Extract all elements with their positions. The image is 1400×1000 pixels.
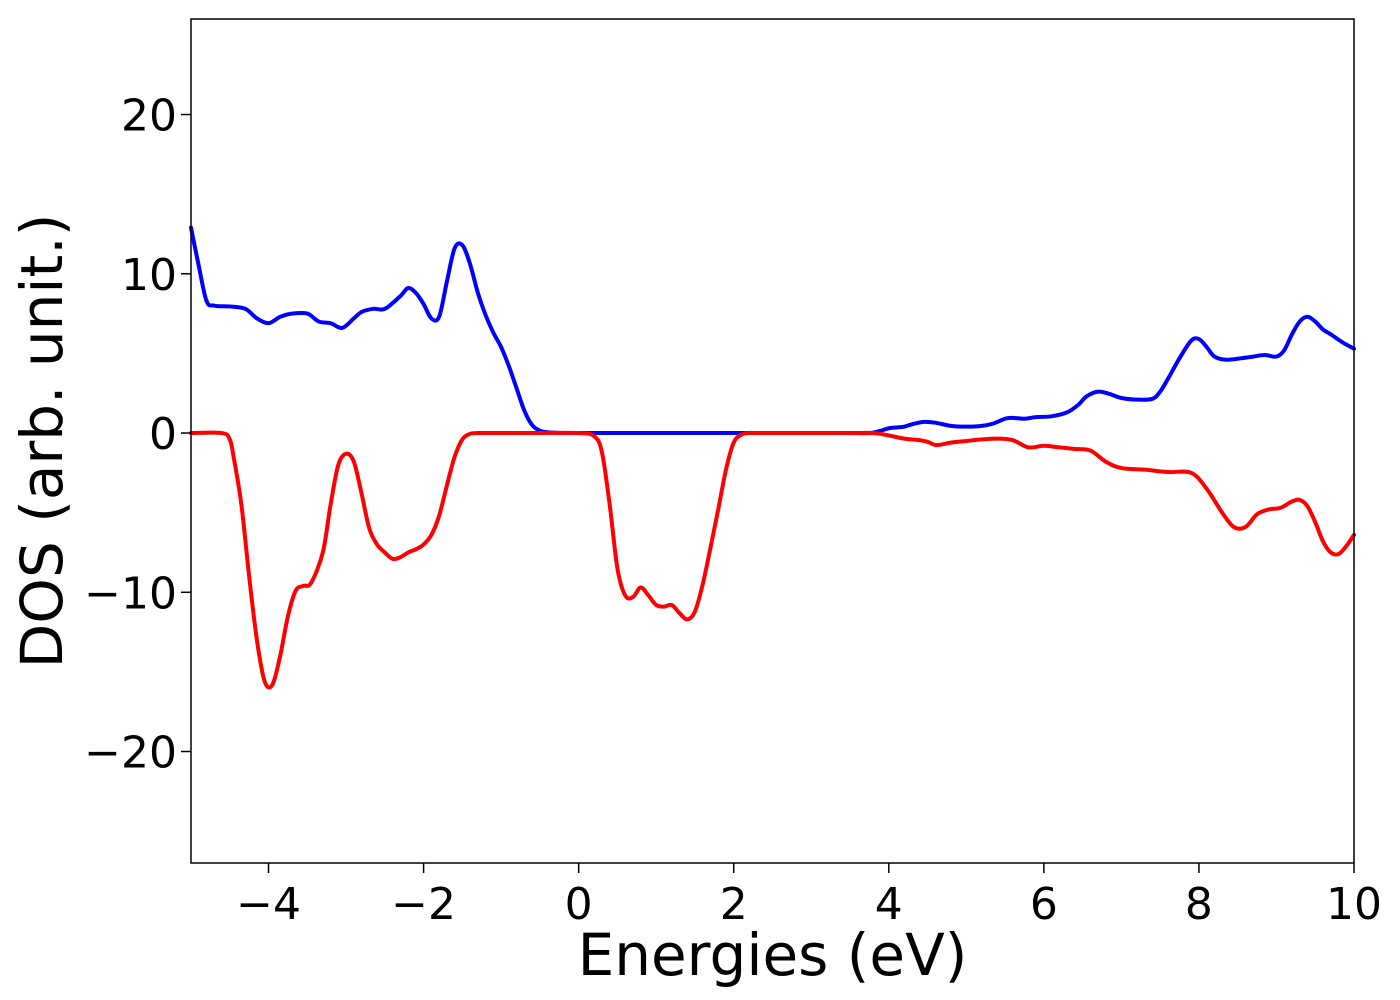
y-tick-label: 10 xyxy=(121,250,177,301)
x-tick-label: −2 xyxy=(391,879,456,930)
y-tick-label: −10 xyxy=(84,568,177,619)
plot-lines xyxy=(189,225,1356,690)
x-axis: −4 −2 0 2 4 6 8 10 xyxy=(236,863,1382,930)
x-tick-label: 0 xyxy=(565,879,593,930)
series-line-blue xyxy=(189,225,1356,436)
y-tick-label: 20 xyxy=(121,91,177,142)
x-tick-label: 6 xyxy=(1030,879,1058,930)
x-tick-label: 2 xyxy=(720,879,748,930)
series-line-red xyxy=(189,430,1356,690)
x-tick-label: 10 xyxy=(1326,879,1382,930)
y-tick-label: 0 xyxy=(149,409,177,460)
y-axis-label: DOS (arb. unit.) xyxy=(8,214,76,669)
x-tick-label: −4 xyxy=(236,879,301,930)
x-tick-label: 4 xyxy=(875,879,903,930)
y-axis: −20 −10 0 10 20 xyxy=(84,91,191,779)
x-tick-label: 8 xyxy=(1185,879,1213,930)
plot-frame xyxy=(190,18,1355,864)
y-tick-label: −20 xyxy=(84,728,177,779)
x-axis-label: Energies (eV) xyxy=(578,921,968,989)
